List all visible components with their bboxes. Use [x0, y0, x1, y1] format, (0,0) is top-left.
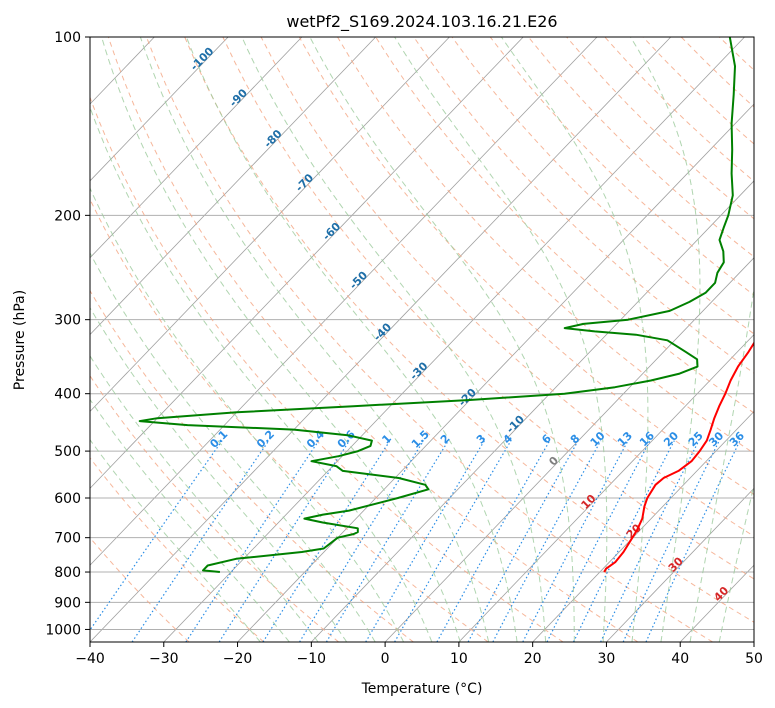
- isotherm-line: [90, 37, 524, 489]
- x-tick-label: 0: [381, 651, 390, 667]
- y-tick-label: 100: [54, 30, 81, 46]
- mixing-ratio-line: [90, 440, 223, 632]
- moist-adiabat-line: [185, 37, 518, 642]
- x-tick-label: −30: [149, 651, 179, 667]
- plot-background-lines: [90, 37, 754, 642]
- y-tick-label: 1000: [45, 622, 81, 638]
- dry-adiabat-line: [90, 96, 564, 642]
- dry-adiabat-line: [451, 37, 754, 335]
- mixing-ratio-line: [185, 440, 320, 642]
- mixing-ratio-line: [645, 440, 741, 642]
- moist-adiabat-line: [101, 37, 461, 642]
- x-tick-label: 40: [671, 651, 689, 667]
- isotherm-line: [90, 37, 672, 642]
- x-axis: −40 −30 −20 −10 0 10 20 30 40 50: [75, 642, 763, 667]
- y-tick-label: 500: [54, 444, 81, 460]
- x-tick-label: −20: [223, 651, 253, 667]
- x-tick-label: 20: [524, 651, 542, 667]
- dewpoint-profile-line: [138, 37, 736, 573]
- y-tick-label: 300: [54, 313, 81, 329]
- y-tick-label: 400: [54, 387, 81, 403]
- dry-adiabat-line: [337, 37, 754, 454]
- mixing-ratio-line: [492, 440, 602, 642]
- mixing-ratio-line: [365, 440, 486, 642]
- dry-adiabat-line: [222, 37, 754, 580]
- mixing-ratio-line: [262, 440, 391, 642]
- plot-series: [138, 37, 754, 573]
- dry-adiabat-line: [90, 456, 265, 642]
- mixing-ratio-line: [600, 440, 700, 642]
- y-axis: 100 200 300 400 500 600 700 800 900 1000: [45, 30, 90, 638]
- moist-adiabat-line: [241, 37, 547, 642]
- x-axis-label: Temperature (°C): [361, 681, 483, 697]
- moist-adiabat-line: [90, 106, 433, 642]
- moist-adiabat-line: [90, 398, 290, 642]
- moist-adiabat-line: [689, 284, 754, 642]
- moist-adiabat-line: [394, 37, 608, 642]
- isotherm-line: [90, 37, 376, 336]
- y-tick-label: 600: [54, 491, 81, 507]
- y-tick-label: 200: [54, 208, 81, 224]
- dry-adiabat-line: [413, 37, 754, 374]
- mixing-ratio-line: [572, 440, 675, 642]
- dry-adiabat-line: [90, 198, 489, 642]
- plot-frame: [89, 36, 755, 643]
- x-tick-label: 30: [598, 651, 616, 667]
- moist-adiabat-line: [500, 37, 649, 642]
- moist-adiabat-line: [90, 251, 376, 642]
- isotherm-line: [458, 334, 754, 642]
- mixing-ratio-line: [436, 440, 551, 642]
- isotherm-line: [311, 180, 754, 642]
- y-axis-label: Pressure (hPa): [12, 290, 28, 390]
- y-tick-label: 800: [54, 565, 81, 581]
- mixing-ratio-line: [299, 440, 425, 642]
- mixing-ratio-line: [131, 440, 270, 642]
- dry-adiabat-line: [298, 37, 754, 496]
- moist-adiabat-line: [309, 37, 575, 642]
- mixing-ratio-line: [394, 440, 512, 642]
- isotherm-line: [90, 37, 303, 259]
- x-tick-label: 10: [450, 651, 468, 667]
- isotherm-line: [90, 37, 450, 413]
- isotherm-line: [90, 37, 598, 566]
- dry-adiabat-line: [184, 37, 754, 623]
- mixing-ratio-line: [218, 440, 351, 642]
- y-tick-label: 700: [54, 531, 81, 547]
- x-tick-label: −40: [75, 651, 105, 667]
- x-tick-label: 50: [745, 651, 763, 667]
- isotherm-line: [384, 257, 754, 642]
- moist-adiabat-line: [630, 37, 701, 642]
- isotherm-line: [606, 487, 754, 642]
- y-tick-label: 900: [54, 595, 81, 611]
- x-tick-label: −10: [297, 651, 327, 667]
- moist-adiabat-line: [90, 438, 261, 642]
- isotherm-line: [163, 37, 745, 642]
- dry-adiabat-line: [90, 289, 414, 642]
- moist-adiabat-line: [139, 37, 490, 642]
- mixing-ratio-line: [467, 440, 579, 642]
- dry-adiabat-line: [146, 37, 713, 642]
- chart-title: wetPf2_S169.2024.103.16.21.E26: [286, 12, 557, 32]
- moist-adiabat-line: [718, 482, 754, 642]
- temperature-profile-line: [603, 341, 754, 573]
- moist-adiabat-line: [90, 306, 348, 642]
- dry-adiabat-line: [260, 37, 754, 537]
- moist-adiabat-line: [90, 354, 319, 642]
- isotherm-line: [90, 37, 229, 182]
- mixing-ratio-line: [325, 440, 449, 642]
